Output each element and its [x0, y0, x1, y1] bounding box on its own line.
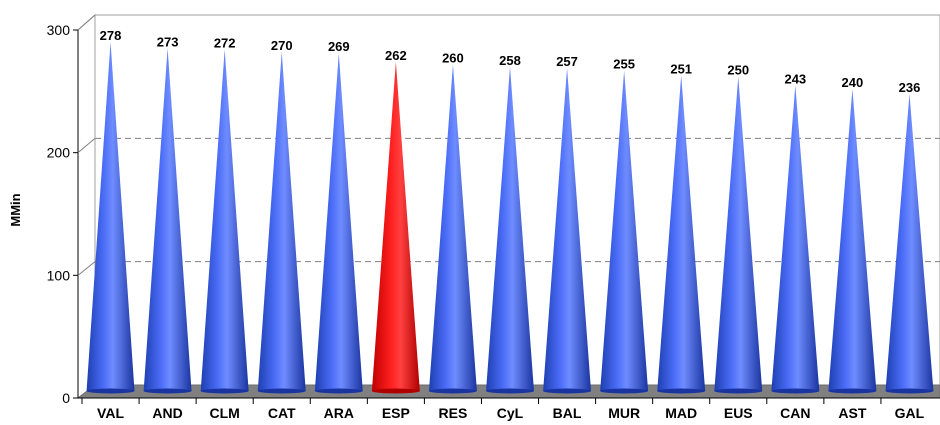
x-tick-label: RES: [439, 405, 468, 421]
y-tick-label: 200: [47, 145, 71, 161]
y-tick-label: 0: [62, 390, 70, 406]
x-tick-label: CLM: [210, 405, 240, 421]
data-label: 240: [842, 75, 864, 90]
cone-mad: 251: [657, 61, 706, 394]
y-axis: 0 100 200 300: [47, 22, 78, 406]
x-tick-label: EUS: [724, 405, 753, 421]
cone-shape: [200, 49, 249, 392]
cone-ara: 269: [314, 39, 363, 394]
y-tick-label: 100: [47, 267, 71, 283]
x-tick-label: MUR: [608, 405, 640, 421]
data-label: 236: [899, 80, 921, 95]
cone-shape: [543, 68, 592, 392]
cone-base: [200, 388, 249, 394]
cone-ast: 240: [828, 75, 877, 394]
x-tick-label: ESP: [382, 405, 410, 421]
x-tick-label: AND: [152, 405, 182, 421]
cone-shape: [257, 52, 306, 391]
cone-shape: [314, 53, 363, 391]
cone-shape: [371, 61, 420, 391]
y-axis-title: MMin: [8, 193, 23, 226]
cone-shape: [714, 76, 763, 392]
gridline-side: [77, 137, 96, 154]
cone-bal: 257: [543, 54, 592, 394]
cone-base: [486, 388, 534, 394]
cone-cat: 270: [257, 38, 306, 394]
cone-shape: [828, 89, 877, 391]
cone-base: [371, 388, 420, 394]
data-label: 243: [784, 71, 806, 86]
cone-and: 273: [143, 34, 192, 394]
cone-eus: 250: [714, 63, 763, 394]
x-tick-label: CAT: [268, 405, 296, 421]
cone-base: [600, 388, 649, 394]
data-label: 269: [328, 39, 350, 54]
cone-shape: [428, 64, 477, 391]
cone-shape: [657, 75, 706, 391]
cone-base: [86, 388, 135, 394]
x-tick-label: ARA: [324, 405, 354, 421]
y-tick-label: 300: [47, 22, 71, 38]
cone-shape: [885, 93, 934, 391]
data-label: 270: [271, 38, 293, 53]
cone-can: 243: [771, 71, 820, 394]
cone-shape: [86, 42, 135, 392]
cone-base: [257, 388, 306, 394]
cone-base: [885, 388, 934, 394]
cone-shape: [771, 85, 820, 392]
data-label: 258: [499, 53, 521, 68]
cone-esp: 262: [371, 48, 420, 394]
x-tick-label: BAL: [553, 405, 582, 421]
data-label: 262: [385, 48, 407, 63]
cone-shape: [600, 70, 649, 391]
cone-shape: [143, 48, 192, 392]
cone-base: [314, 388, 363, 394]
x-tick-label: CyL: [497, 405, 524, 421]
x-tick-label: VAL: [97, 405, 124, 421]
cone-base: [771, 388, 820, 394]
cone-base: [143, 388, 192, 394]
cone-base: [428, 388, 477, 394]
cone-mur: 255: [600, 57, 649, 394]
cone-base: [714, 388, 763, 394]
x-tick-label: CAN: [780, 405, 810, 421]
data-label: 255: [613, 57, 635, 72]
data-label: 273: [157, 34, 179, 49]
x-tick-label: MAD: [665, 405, 697, 421]
cones: 278 273 272 270 269 262 260 258 257 255 251 250 243 2…: [86, 28, 934, 394]
x-tick-label: GAL: [895, 405, 925, 421]
gridline-side: [77, 14, 96, 31]
cone-gal: 236: [885, 80, 934, 394]
data-label: 250: [727, 63, 749, 78]
cone-clm: 272: [200, 36, 249, 394]
cone-base: [828, 388, 877, 394]
data-label: 257: [556, 54, 578, 69]
cone-base: [543, 388, 592, 394]
cone-shape: [486, 66, 534, 392]
data-label: 251: [670, 61, 692, 76]
data-label: 278: [100, 28, 122, 43]
x-tick-label: AST: [838, 405, 866, 421]
cone-cyl: 258: [486, 53, 534, 394]
data-label: 260: [442, 50, 464, 65]
cone-res: 260: [428, 50, 477, 394]
data-label: 272: [214, 36, 236, 51]
x-axis: VAL AND CLM CAT ARA ESP RES CyL BAL MUR MAD EUS CAN A…: [78, 397, 940, 421]
cone-base: [657, 388, 706, 394]
cone-val: 278: [86, 28, 135, 394]
gridline-side: [77, 261, 96, 276]
